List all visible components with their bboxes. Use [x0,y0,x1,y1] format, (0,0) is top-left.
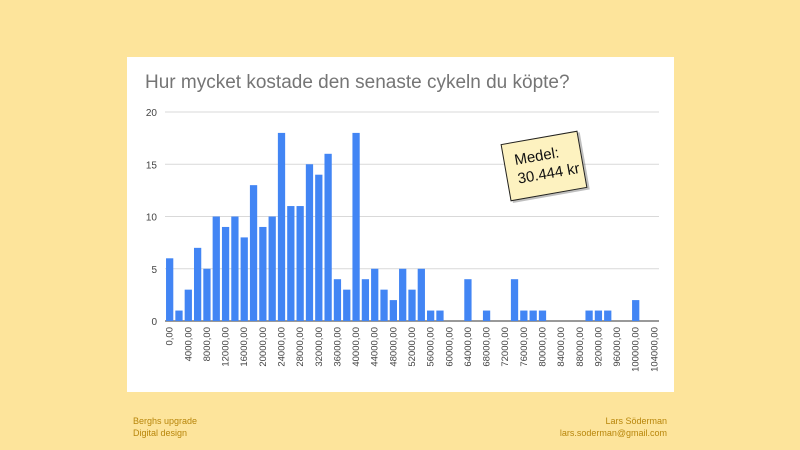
chart-card: 0 5 10 15 20 0,00 4000,00 8000,00 12000,00 16000,… [127,57,674,392]
x-tick-label: 16000,00 [239,327,250,367]
x-tick-label: 104000,00 [649,327,660,372]
y-tick-label: 10 [146,213,158,224]
x-tick-label: 36000,00 [332,327,343,367]
chart-title: Hur mycket kostade den senaste cykeln du… [145,72,570,93]
bar [333,279,342,321]
x-tick-label: 40000,00 [351,327,362,367]
bar [324,153,332,321]
x-tick-label: 76000,00 [519,327,530,367]
bar [538,310,547,321]
bar [632,300,640,321]
x-tick-label: 80000,00 [537,327,548,367]
x-tick-label: 92000,00 [593,327,604,367]
bar [371,268,379,321]
x-tick-label: 32000,00 [314,327,325,367]
bar [240,237,248,321]
bar [221,226,230,321]
bar [427,310,435,321]
bar [305,164,314,321]
bar [520,310,528,321]
bar [585,310,593,321]
bar [268,216,276,321]
footer-author: Lars Söderman [605,416,667,426]
y-tick-label: 5 [151,265,157,276]
x-tick-label: 12000,00 [221,327,232,367]
bar [417,268,425,321]
bar [296,206,304,321]
y-tick-label: 20 [146,108,158,119]
x-tick-label: 96000,00 [612,327,623,367]
x-tick-label: 64000,00 [463,327,474,367]
footer-subject: Digital design [133,428,188,438]
bar [594,310,603,321]
bar [510,279,519,321]
bar [212,216,220,321]
x-tick-label: 88000,00 [575,327,586,367]
bar [277,132,286,321]
x-tick-label: 28000,00 [295,327,306,367]
x-tick-label: 56000,00 [426,327,437,367]
bar [389,300,397,321]
x-tick-label: 24000,00 [277,327,288,367]
bar [175,310,183,321]
x-tick-label: 72000,00 [500,327,511,367]
x-tick-label: 20000,00 [258,327,269,367]
bar [287,206,295,321]
x-tick-label: 8000,00 [202,327,213,361]
bar [343,289,351,321]
bar [193,247,202,321]
x-tick-label: 84000,00 [556,327,567,367]
footer-email: lars.soderman@gmail.com [559,428,667,438]
x-tick-label: 44000,00 [370,327,381,367]
x-tick-label: 48000,00 [388,327,399,367]
x-tick-label: 68000,00 [482,327,493,367]
y-tick-label: 15 [146,160,158,171]
bar-chart: 0 5 10 15 20 0,00 4000,00 8000,00 12000,00 16000,… [146,108,660,372]
y-tick-label: 0 [151,317,157,328]
footer-left: Berghs upgrade Digital design [133,415,197,439]
x-tick-label: 60000,00 [444,327,455,367]
bar [231,216,239,321]
bar [464,279,472,321]
bar [203,268,211,321]
x-tick-label: 0,00 [165,327,176,346]
footer-right: Lars Söderman lars.soderman@gmail.com [560,415,667,439]
bar [184,289,192,321]
bar [604,310,612,321]
bar [166,258,174,321]
bar [529,310,537,321]
bar [399,268,407,321]
bar [352,132,360,321]
bar [436,310,444,321]
bar [249,185,258,321]
x-tick-label: 100000,00 [631,327,642,372]
x-tick-label: 52000,00 [407,327,418,367]
bar [361,279,370,321]
footer-course: Berghs upgrade [133,416,198,426]
x-tick-label: 4000,00 [183,327,194,361]
bar [482,310,491,321]
bar [408,289,416,321]
bar [259,226,267,321]
bar [315,174,323,321]
bar [380,289,388,321]
